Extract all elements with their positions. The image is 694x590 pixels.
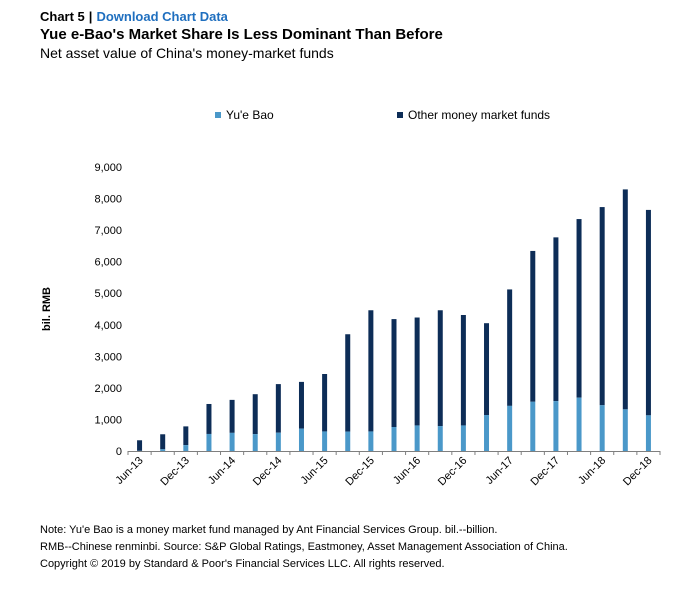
chart-subtitle: Net asset value of China's money-market … — [40, 45, 334, 61]
x-tick-label: Dec-18 — [621, 455, 655, 489]
x-tick-label: Dec-16 — [436, 455, 470, 489]
bar-yuebao-Sep-16 — [437, 426, 443, 451]
legend-label-1: Other money market funds — [408, 108, 550, 122]
bar-other-Mar-14 — [206, 403, 212, 434]
y-tick-label: 3,000 — [94, 351, 122, 363]
download-chart-data-link[interactable]: Download Chart Data — [96, 9, 228, 24]
bar-yuebao-Mar-17 — [484, 415, 490, 451]
note-line-2: RMB--Chinese renminbi. Source: S&P Globa… — [40, 541, 568, 553]
x-tick-label: Jun-14 — [206, 455, 238, 487]
bar-yuebao-Jun-16 — [414, 425, 420, 451]
bar-yuebao-Sep-18 — [622, 409, 628, 451]
bar-other-Jun-14 — [229, 399, 235, 433]
bar-other-Jun-17 — [507, 289, 513, 406]
bar-yuebao-Dec-15 — [368, 431, 374, 451]
bar-other-Mar-16 — [391, 319, 397, 428]
bar-other-Mar-15 — [298, 381, 304, 429]
y-axis-label: bil. RMB — [41, 287, 53, 331]
bar-yuebao-Jun-17 — [507, 405, 513, 451]
bar-other-Dec-16 — [460, 314, 466, 426]
legend-swatch-1 — [397, 112, 403, 118]
x-tick-label: Dec-13 — [158, 455, 192, 489]
x-tick-label: Jun-15 — [298, 455, 330, 487]
header-separator: | — [88, 9, 93, 24]
bar-other-Sep-13 — [160, 434, 166, 450]
x-tick-label: Dec-14 — [251, 455, 285, 489]
bar-other-Sep-18 — [622, 189, 628, 410]
bar-yuebao-Dec-17 — [553, 401, 559, 451]
y-tick-label: 5,000 — [94, 288, 122, 300]
x-tick-label: Jun-18 — [576, 455, 608, 487]
bar-other-Dec-14 — [275, 384, 281, 433]
bar-other-Jun-16 — [414, 317, 420, 426]
x-tick-label: Jun-17 — [484, 455, 516, 487]
bar-other-Sep-16 — [437, 310, 443, 427]
bar-yuebao-Mar-15 — [298, 428, 304, 451]
y-tick-label: 8,000 — [94, 194, 122, 206]
chart-label: Chart 5 | Download Chart Data — [40, 8, 443, 25]
bar-yuebao-Sep-14 — [252, 434, 258, 451]
x-tick-label: Dec-17 — [528, 455, 562, 489]
bar-yuebao-Mar-14 — [206, 433, 212, 451]
y-tick-label: 9,000 — [94, 162, 122, 174]
bar-yuebao-Dec-14 — [275, 432, 281, 451]
bar-other-Dec-13 — [183, 426, 189, 446]
note-line-1: Note: Yu'e Bao is a money market fund ma… — [40, 524, 498, 536]
bar-yuebao-Jun-18 — [599, 405, 605, 451]
y-tick-label: 6,000 — [94, 257, 122, 269]
bar-other-Mar-17 — [484, 323, 490, 416]
y-tick-label: 0 — [116, 446, 122, 458]
legend-label-0: Yu'e Bao — [226, 108, 274, 122]
legend-swatch-0 — [215, 112, 221, 118]
bar-other-Dec-15 — [368, 310, 374, 432]
y-tick-label: 7,000 — [94, 225, 122, 237]
bar-other-Sep-15 — [345, 334, 351, 432]
bar-yuebao-Dec-18 — [645, 415, 651, 451]
bar-yuebao-Sep-13 — [160, 449, 166, 451]
bar-other-Mar-18 — [576, 219, 582, 398]
bar-yuebao-Mar-18 — [576, 397, 582, 451]
y-tick-label: 1,000 — [94, 414, 122, 426]
bar-yuebao-Jun-15 — [322, 431, 328, 451]
x-tick-label: Jun-13 — [113, 455, 145, 487]
bar-other-Dec-17 — [553, 237, 559, 402]
bar-other-Jun-18 — [599, 207, 605, 406]
x-tick-label: Jun-16 — [391, 455, 423, 487]
bar-other-Jun-15 — [322, 374, 328, 432]
bar-other-Sep-14 — [252, 394, 258, 435]
x-tick-label: Dec-15 — [343, 455, 377, 489]
bar-other-Dec-18 — [645, 209, 651, 416]
chart-number: Chart 5 — [40, 9, 85, 24]
bar-yuebao-Mar-16 — [391, 427, 397, 451]
y-tick-label: 2,000 — [94, 383, 122, 395]
note-line-3: Copyright © 2019 by Standard & Poor's Fi… — [40, 558, 445, 570]
bar-yuebao-Jun-14 — [229, 432, 235, 451]
chart-title: Yue e-Bao's Market Share Is Less Dominan… — [40, 26, 443, 43]
chart-notes: Note: Yu'e Bao is a money market fund ma… — [40, 522, 680, 573]
bar-yuebao-Sep-15 — [345, 431, 351, 451]
stacked-bar-chart: Yu'e Bao Other money market funds bil. RMB… — [41, 108, 661, 489]
bar-yuebao-Dec-13 — [183, 445, 189, 451]
chart-header: Chart 5 | Download Chart Data Yue e-Bao's … — [40, 8, 443, 62]
bar-yuebao-Sep-17 — [530, 401, 536, 451]
bar-other-Sep-17 — [530, 250, 536, 402]
bar-other-Jun-13 — [137, 440, 143, 451]
y-tick-label: 4,000 — [94, 320, 122, 332]
bar-yuebao-Dec-16 — [460, 425, 466, 451]
